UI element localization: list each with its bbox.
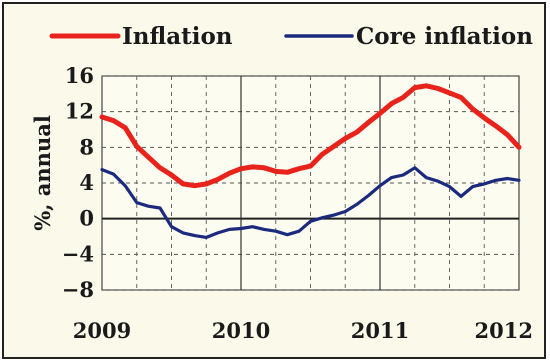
legend-label: Inflation xyxy=(122,23,233,50)
x-tick-label: 2012 xyxy=(475,318,533,343)
series-line-core-inflation xyxy=(100,166,521,239)
series-line-inflation xyxy=(99,83,522,189)
y-axis-label: %, annual xyxy=(30,115,55,231)
series-layer xyxy=(99,83,522,239)
x-axis: 2009 2010 2011 2012 xyxy=(73,318,533,343)
x-tick-label: 2011 xyxy=(351,318,409,343)
legend-label: Core inflation xyxy=(356,23,533,50)
chart-frame: −8 −4 0 4 8 12 16 2009 2010 2011 2012 %, annual I… xyxy=(2,2,546,359)
y-tick-label: 12 xyxy=(65,99,94,124)
y-tick-label: 8 xyxy=(79,134,94,159)
legend: Inflation Core inflation xyxy=(49,23,533,50)
y-tick-label: 16 xyxy=(65,63,94,88)
y-tick-label: 4 xyxy=(79,170,94,195)
x-tick-label: 2009 xyxy=(73,318,131,343)
grid-lines xyxy=(102,75,519,291)
y-axis: −8 −4 0 4 8 12 16 xyxy=(62,63,94,302)
y-tick-label: 0 xyxy=(79,206,94,231)
y-tick-label: −8 xyxy=(62,277,94,302)
y-tick-label: −4 xyxy=(62,241,94,266)
x-tick-label: 2010 xyxy=(212,318,270,343)
line-chart: −8 −4 0 4 8 12 16 2009 2010 2011 2012 %, annual I… xyxy=(30,23,533,343)
